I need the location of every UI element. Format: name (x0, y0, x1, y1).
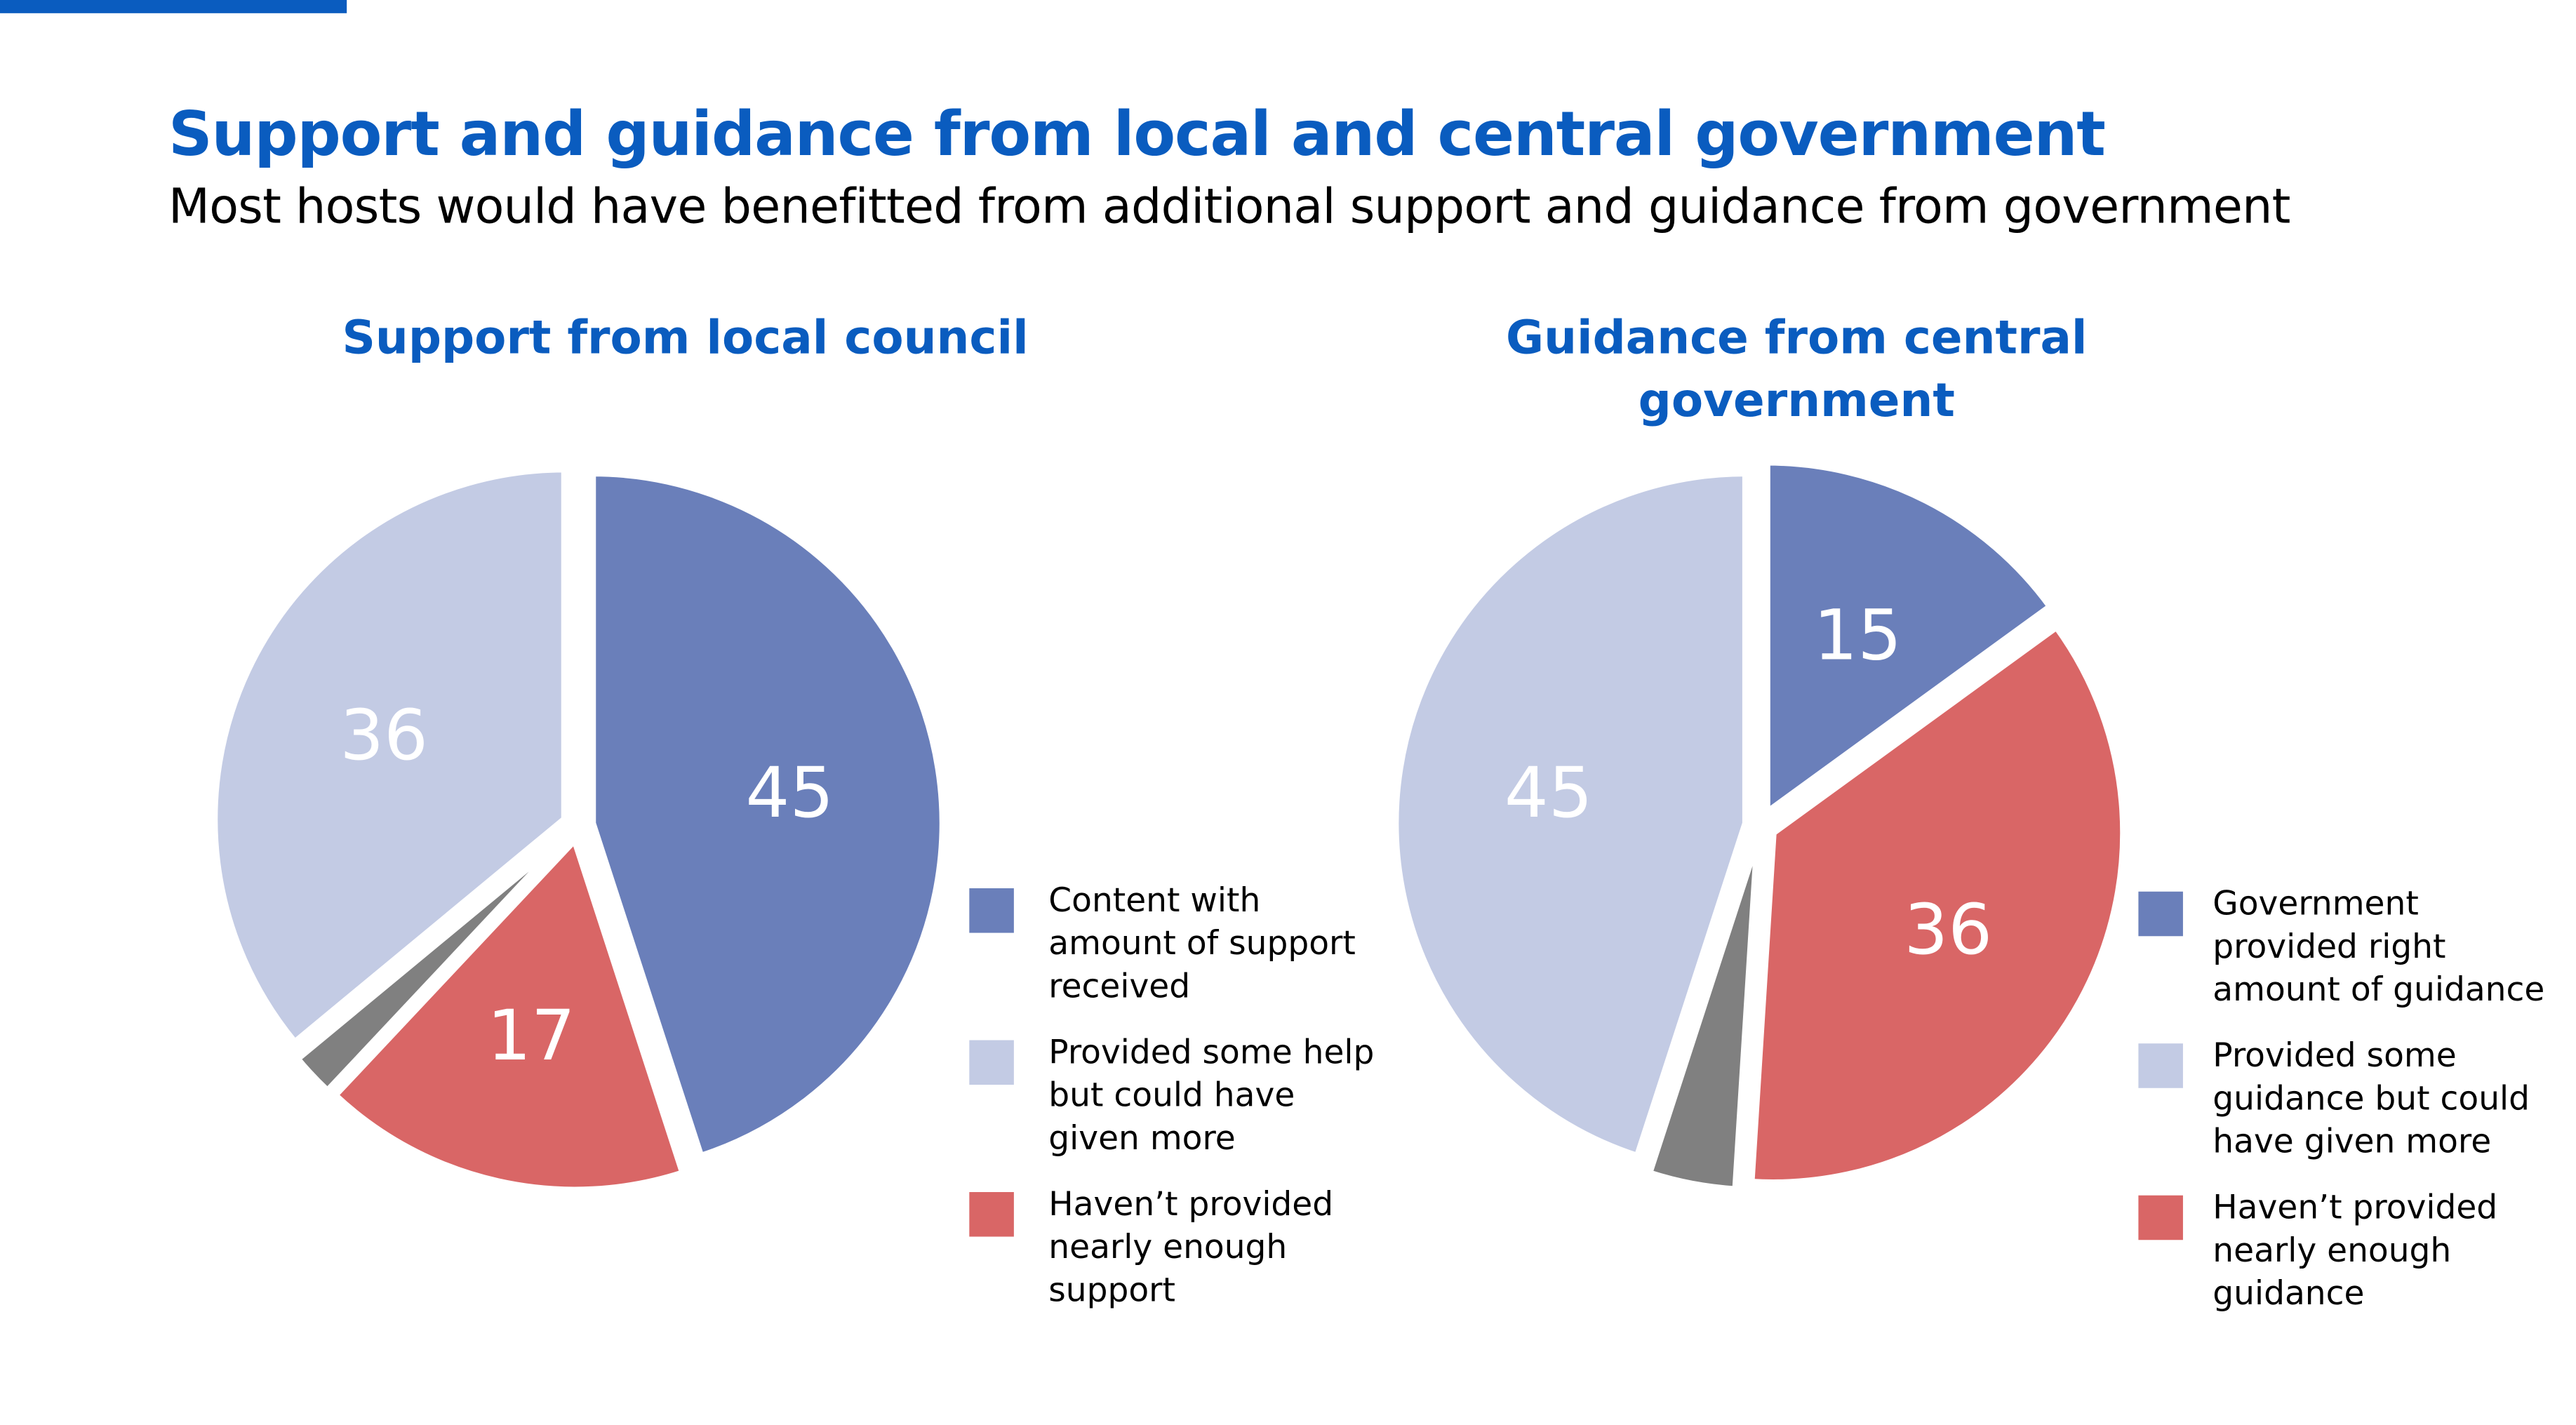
legend-swatch (2138, 891, 2183, 937)
legend-label: Haven’t provided nearly enough guidance (2213, 1186, 2498, 1313)
data-label: 45 (746, 753, 834, 834)
data-label: 17 (487, 996, 575, 1076)
chart-title-local-council: Support from local council (342, 310, 1029, 366)
legend-label: Haven’t provided nearly enough support (1048, 1184, 1334, 1310)
data-label: 45 (1504, 753, 1593, 834)
chart-title-central-government: Guidance from central government (1506, 310, 2088, 428)
top-accent-bar (0, 0, 347, 13)
legend-label: Provided some help but could have given … (1048, 1031, 1375, 1158)
legend-swatch (2138, 1043, 2183, 1088)
page-subtitle: Most hosts would have benefitted from ad… (168, 178, 2290, 235)
pie-slice (330, 834, 688, 1193)
data-label: 36 (1904, 890, 1992, 970)
pie-slice (1645, 838, 1761, 1193)
pie-slice (1763, 459, 2055, 819)
legend-swatch (2138, 1195, 2183, 1240)
pie-slice (1747, 622, 2127, 1186)
pie-slice (211, 465, 568, 1048)
legend-label: Provided some guidance but could have gi… (2213, 1035, 2530, 1161)
pie-slice (293, 833, 570, 1096)
legend-label: Government provided right amount of guid… (2213, 883, 2545, 1009)
legend-swatch (969, 888, 1014, 933)
data-label: 36 (340, 695, 428, 776)
legend-swatch (969, 1192, 1014, 1237)
page-title: Support and guidance from local and cent… (168, 99, 2106, 170)
pie-slice (589, 469, 947, 1160)
legend-label: Content with amount of support received (1048, 880, 1356, 1006)
data-label: 15 (1813, 596, 1902, 676)
legend-swatch (969, 1040, 1014, 1085)
pie-slice (1392, 469, 1749, 1160)
